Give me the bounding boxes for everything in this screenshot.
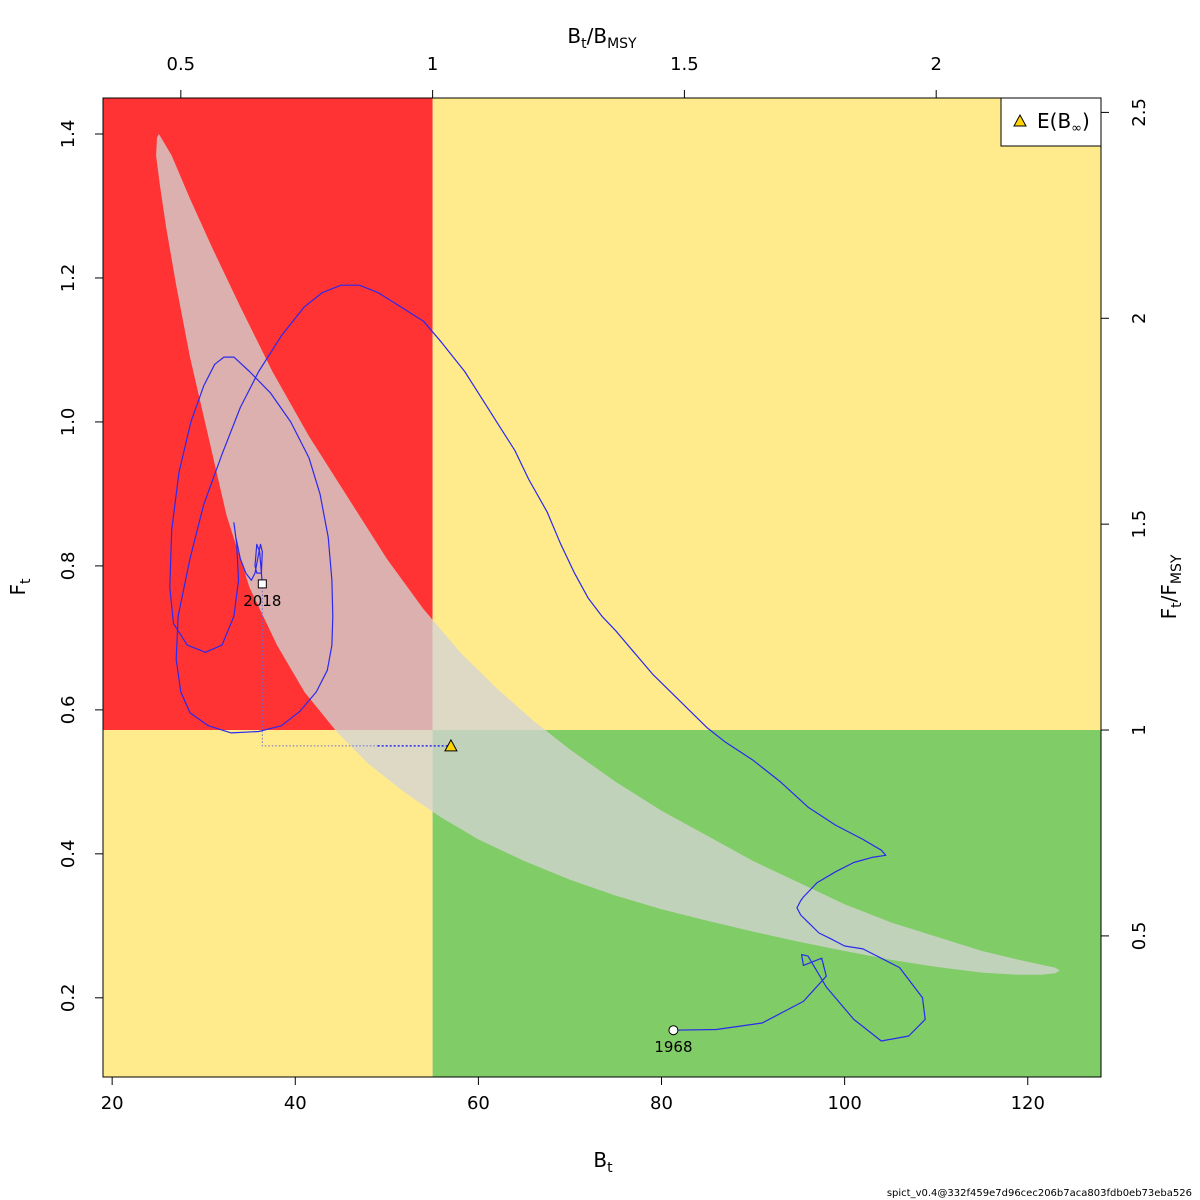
x-tick-label: 100 — [827, 1093, 861, 1114]
y-right-tick-label: 0.5 — [1129, 922, 1150, 951]
y-tick-label: 1.4 — [58, 120, 79, 149]
y-left-axis: 0.2 0.4 0.6 0.8 1.0 1.2 1.4 — [58, 120, 103, 1012]
x-top-tick-label: 1.5 — [670, 54, 699, 75]
y-right-tick-label: 2.5 — [1129, 98, 1150, 127]
y-tick-label: 1.2 — [58, 264, 79, 293]
point-2018 — [257, 579, 267, 589]
x-top-axis: 0.5 1 1.5 2 — [167, 54, 942, 98]
legend: E(B∞) — [1000, 97, 1102, 147]
y-tick-label: 0.8 — [58, 552, 79, 581]
y-right-axis-label: Ft/FMSY — [1157, 554, 1185, 619]
x-tick-label: 120 — [1011, 1093, 1045, 1114]
x-top-tick-label: 2 — [930, 54, 941, 75]
x-tick-label: 60 — [467, 1093, 490, 1114]
confidence-region — [156, 134, 1060, 975]
x-bottom-axis: 20 40 60 80 100 120 — [101, 1077, 1045, 1114]
x-axis-label: Bt — [593, 1148, 613, 1176]
confidence-ellipse — [156, 134, 1060, 975]
point-layer: 1968 2018 — [243, 579, 693, 1056]
y-tick-label: 0.6 — [58, 696, 79, 725]
trajectory-line-0 — [169, 284, 926, 1042]
zone-yellow-bottom — [103, 730, 433, 1077]
plot-frame — [102, 97, 1102, 1078]
legend-label: E(B∞) — [1037, 109, 1090, 136]
x-tick-label: 20 — [101, 1093, 124, 1114]
y-tick-label: 0.2 — [58, 983, 79, 1012]
x-tick-label: 40 — [284, 1093, 307, 1114]
x-top-axis-label: Bt/BMSY — [567, 24, 637, 52]
x-tick-label: 80 — [650, 1093, 673, 1114]
y-axis-label: Ft — [6, 578, 34, 596]
point-1968 — [668, 1025, 679, 1036]
x-top-tick-label: 1 — [427, 54, 438, 75]
point-label-2018: 2018 — [243, 592, 281, 610]
y-right-tick-label: 1 — [1129, 724, 1150, 735]
status-zones — [103, 98, 1101, 1077]
trajectory-layer — [169, 284, 926, 1042]
y-right-tick-label: 2 — [1129, 313, 1150, 324]
zone-yellow-top — [432, 98, 1101, 731]
y-right-tick-label: 1.5 — [1129, 510, 1150, 539]
y-tick-label: 1.0 — [58, 408, 79, 437]
x-top-tick-label: 0.5 — [167, 54, 196, 75]
version-footer: spict_v0.4@332f459e7d96cec206b7aca803fdb… — [887, 1188, 1192, 1199]
point-label-1968: 1968 — [654, 1038, 692, 1056]
y-tick-label: 0.4 — [58, 840, 79, 869]
projection-dotted-line — [261, 583, 378, 747]
legend-triangle-icon — [1013, 113, 1027, 127]
y-right-axis: 0.5 1 1.5 2 2.5 — [1101, 98, 1150, 950]
prediction-triangle — [444, 738, 458, 752]
